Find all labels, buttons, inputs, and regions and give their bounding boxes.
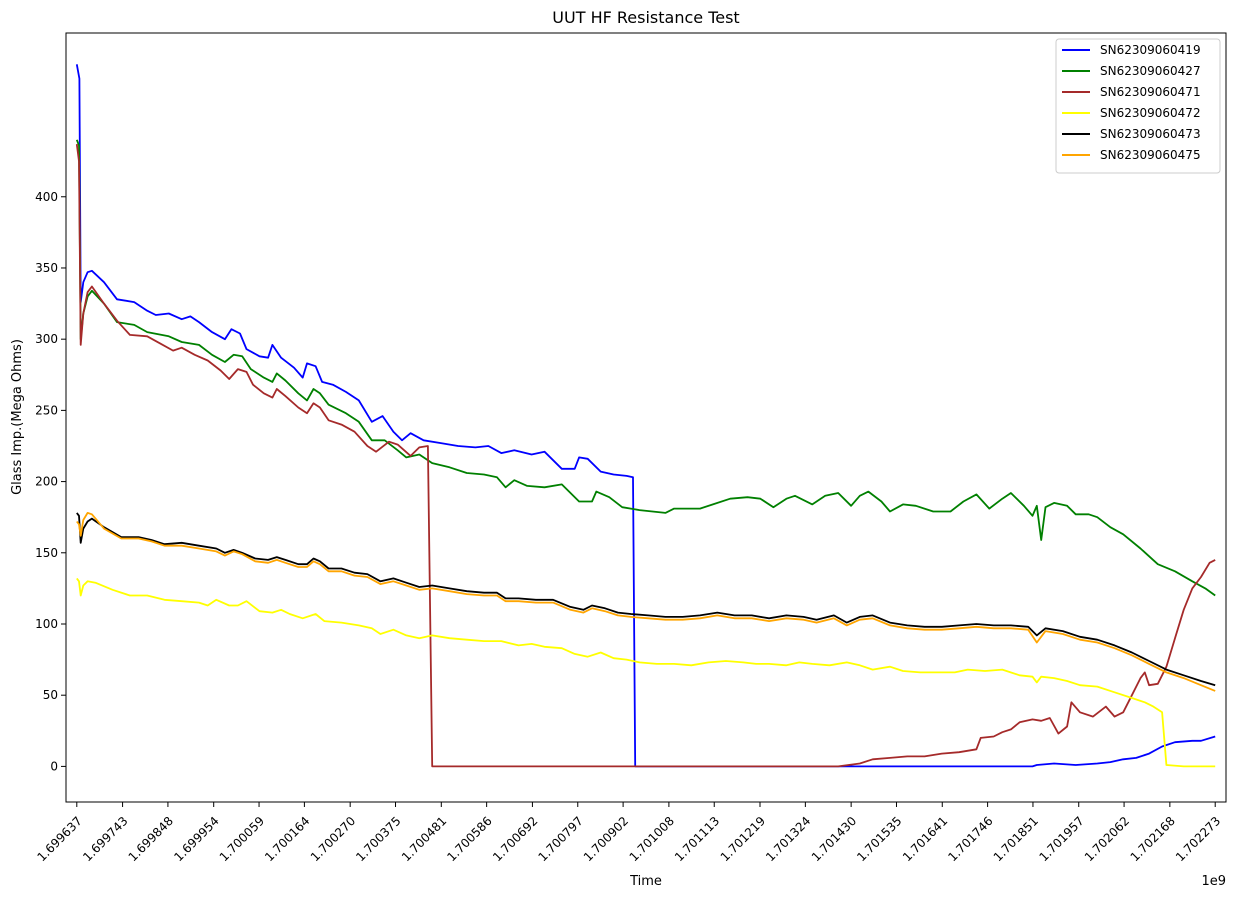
x-tick-label: 1.701324: [763, 814, 813, 864]
y-tick-label: 250: [35, 403, 58, 417]
x-tick-label: 1.701008: [627, 814, 677, 864]
x-tick-label: 1.701746: [945, 814, 995, 864]
legend-label: SN62309060471: [1100, 85, 1201, 99]
x-tick-label: 1.701535: [854, 814, 904, 864]
legend-label: SN62309060473: [1100, 127, 1201, 141]
y-tick-label: 50: [43, 688, 58, 702]
x-tick-label: 1.700375: [353, 814, 403, 864]
series-line-2: [75, 139, 1216, 597]
y-tick-label: 150: [35, 546, 58, 560]
x-tick-label: 1.700797: [535, 814, 585, 864]
series-line-5: [76, 512, 1216, 687]
x-tick-label: 1.700164: [262, 814, 312, 864]
legend-label: SN62309060472: [1100, 106, 1201, 120]
x-tick-label: 1.701113: [672, 814, 722, 864]
y-axis-label: Glass Imp.(Mega Ohms): [10, 339, 25, 495]
series-line-6: [76, 512, 1216, 692]
x-tick-label: 1.702273: [1173, 814, 1223, 864]
x-tick-label: 1.701219: [718, 814, 768, 864]
x-tick-label: 1.699637: [35, 814, 85, 864]
series-lines: [75, 64, 1216, 768]
x-tick-label: 1.701851: [991, 814, 1041, 864]
series-line-4: [76, 577, 1216, 768]
series-line-3: [75, 143, 1216, 768]
x-tick-label: 1.700059: [217, 814, 267, 864]
plot-frame: [65, 32, 1227, 803]
series-line-1: [75, 64, 1216, 768]
legend-label: SN62309060427: [1100, 64, 1201, 78]
x-axis-offset-label: 1e9: [1201, 874, 1226, 889]
x-tick-label: 1.700902: [581, 814, 631, 864]
y-tick-label: 300: [35, 332, 58, 346]
x-tick-label: 1.699848: [126, 814, 176, 864]
x-tick-label: 1.699743: [80, 814, 130, 864]
x-tick-label: 1.701430: [809, 814, 859, 864]
x-tick-label: 1.699954: [171, 814, 221, 864]
x-tick-label: 1.700481: [399, 814, 449, 864]
x-tick-label: 1.701957: [1036, 814, 1086, 864]
y-tick-label: 100: [35, 617, 58, 631]
x-axis-ticks: 1.6996371.6997431.6998481.6999541.700059…: [35, 802, 1223, 864]
y-tick-label: 350: [35, 261, 58, 275]
chart-title: UUT HF Resistance Test: [552, 8, 739, 27]
x-tick-label: 1.700586: [444, 814, 494, 864]
legend-box: [1055, 38, 1221, 174]
x-tick-label: 1.701641: [900, 814, 950, 864]
y-tick-label: 0: [50, 759, 58, 773]
legend: SN62309060419 SN62309060427 SN62309060471 S…: [1055, 38, 1221, 174]
y-axis-ticks: 0 50 100 150 200 250 300 350 400: [35, 190, 66, 773]
x-tick-label: 1.702168: [1128, 814, 1178, 864]
y-tick-label: 400: [35, 190, 58, 204]
x-tick-label: 1.700692: [490, 814, 540, 864]
x-axis-label: Time: [629, 874, 662, 889]
legend-label: SN62309060475: [1100, 148, 1201, 162]
x-tick-label: 1.700270: [308, 814, 358, 864]
legend-label: SN62309060419: [1100, 43, 1201, 57]
x-tick-label: 1.702062: [1082, 814, 1132, 864]
y-tick-label: 200: [35, 475, 58, 489]
